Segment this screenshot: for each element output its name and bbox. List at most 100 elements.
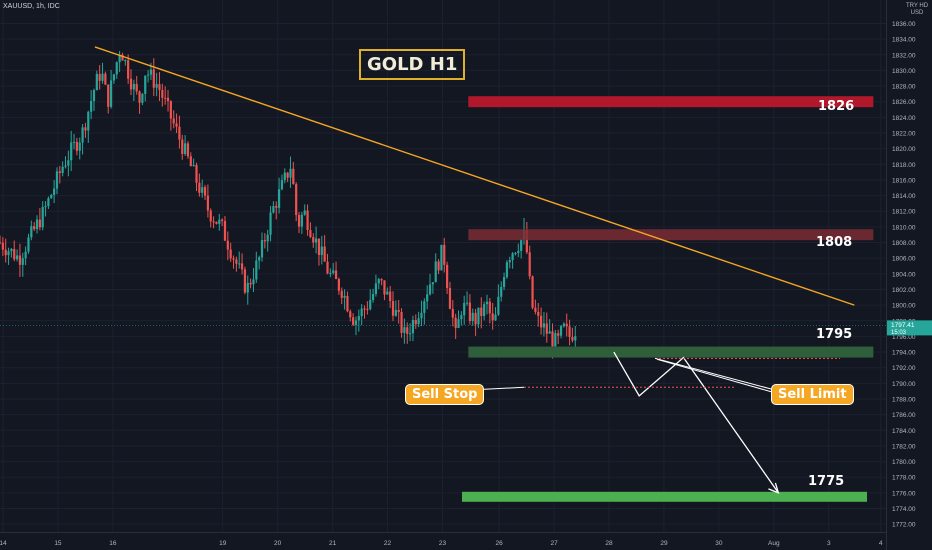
candle-body bbox=[545, 323, 548, 334]
candle-body bbox=[15, 255, 19, 260]
price-tick-label: 1774.00 bbox=[892, 506, 916, 513]
candle-body bbox=[135, 83, 138, 92]
time-tick-label: 30 bbox=[715, 540, 723, 547]
candle-body bbox=[417, 318, 420, 325]
price-tick-label: 1796.00 bbox=[892, 334, 916, 341]
price-tick-label: 1826.00 bbox=[892, 99, 916, 106]
price-tick-label: 1784.00 bbox=[892, 428, 916, 435]
price-tick-label: 1814.00 bbox=[892, 193, 916, 200]
price-tick-label: 1788.00 bbox=[892, 397, 916, 404]
candle-body bbox=[548, 331, 551, 334]
candle-body bbox=[551, 331, 554, 347]
candle-body bbox=[58, 171, 61, 173]
projection-path bbox=[613, 351, 779, 494]
candle-body bbox=[118, 54, 121, 63]
candle-body bbox=[223, 220, 227, 241]
candle-body bbox=[520, 239, 523, 251]
candle-body bbox=[127, 60, 130, 79]
candle-body bbox=[303, 210, 306, 215]
candle-body bbox=[101, 73, 104, 81]
zone-1795 bbox=[468, 346, 874, 358]
current-price-value: 1797.41 bbox=[891, 322, 915, 329]
candle-body bbox=[508, 260, 511, 263]
candle-body bbox=[61, 166, 64, 173]
candle-body bbox=[75, 141, 78, 151]
candle-body bbox=[235, 259, 238, 264]
time-tick-label: 16 bbox=[109, 540, 117, 547]
candle-body bbox=[50, 194, 53, 199]
candle-body bbox=[87, 111, 90, 131]
candle-body bbox=[454, 317, 457, 328]
candle-body bbox=[334, 270, 338, 280]
candle-body bbox=[374, 283, 378, 295]
candle-body bbox=[377, 279, 380, 284]
candle-body bbox=[483, 304, 486, 317]
time-tick-label: 20 bbox=[274, 540, 282, 547]
candle-body bbox=[431, 282, 434, 285]
candle-body bbox=[346, 295, 349, 312]
price-tick-label: 1804.00 bbox=[892, 271, 916, 278]
time-tick-label: 21 bbox=[329, 540, 337, 547]
candle-body bbox=[141, 93, 144, 103]
candle-body bbox=[295, 184, 298, 216]
candle-body bbox=[1, 242, 4, 250]
candle-body bbox=[175, 123, 178, 127]
candle-body bbox=[215, 221, 218, 224]
candle-body bbox=[531, 276, 534, 308]
candle-body bbox=[511, 253, 514, 261]
candle-body bbox=[246, 282, 249, 293]
candle-body bbox=[386, 291, 389, 295]
projection-arrowhead bbox=[768, 482, 780, 494]
candle-body bbox=[514, 252, 517, 254]
candle-body bbox=[297, 215, 301, 227]
candle-body bbox=[186, 143, 190, 157]
candle-body bbox=[320, 246, 323, 256]
candle-body bbox=[184, 143, 187, 154]
candle-body bbox=[366, 308, 369, 310]
candle-body bbox=[391, 301, 395, 316]
candle-body bbox=[426, 294, 429, 302]
candle-body bbox=[67, 160, 70, 166]
candle-body bbox=[559, 326, 563, 336]
candle-body bbox=[192, 165, 195, 167]
price-tick-label: 1776.00 bbox=[892, 490, 916, 497]
candle-body bbox=[414, 320, 417, 325]
candle-body bbox=[528, 252, 531, 277]
price-tick-label: 1786.00 bbox=[892, 412, 916, 419]
candle-body bbox=[132, 83, 135, 90]
candle-body bbox=[226, 240, 229, 250]
candle-body bbox=[411, 320, 415, 334]
candle-body bbox=[33, 226, 36, 230]
candle-body bbox=[371, 294, 375, 300]
candle-body bbox=[109, 80, 113, 107]
candle-body bbox=[357, 316, 360, 321]
price-tick-label: 1820.00 bbox=[892, 146, 916, 153]
candle-body bbox=[488, 301, 491, 314]
candle-body bbox=[323, 246, 326, 262]
candle-body bbox=[337, 279, 340, 291]
candle-body bbox=[457, 319, 460, 328]
candle-body bbox=[212, 221, 215, 223]
sell-limit-callout: Sell Limit bbox=[771, 384, 854, 405]
time-tick-label: 15 bbox=[54, 540, 62, 547]
candle-body bbox=[554, 333, 557, 347]
candle-body bbox=[408, 333, 412, 335]
candle-body bbox=[309, 230, 312, 237]
candle-body bbox=[468, 302, 471, 321]
candle-body bbox=[209, 210, 212, 222]
candle-body bbox=[497, 296, 500, 315]
price-tick-label: 1772.00 bbox=[892, 522, 916, 529]
candle-body bbox=[557, 333, 560, 336]
candle-body bbox=[340, 290, 343, 298]
candle-body bbox=[203, 187, 207, 196]
candle-body bbox=[266, 234, 269, 242]
level-label-1808: 1808 bbox=[816, 235, 853, 250]
candle-body bbox=[485, 301, 489, 305]
symbol-label: XAUUSD, 1h, IDC bbox=[3, 3, 60, 10]
candle-body bbox=[289, 168, 292, 178]
current-price-countdown: 15:03 bbox=[891, 330, 907, 336]
candle-body bbox=[406, 327, 409, 334]
candle-body bbox=[13, 248, 16, 260]
level-label-1775: 1775 bbox=[808, 474, 845, 489]
